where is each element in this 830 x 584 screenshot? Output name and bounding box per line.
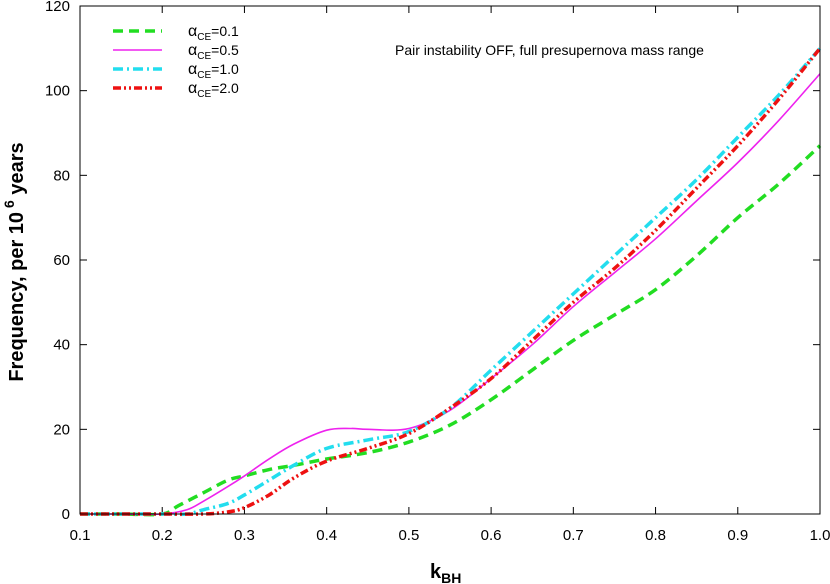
- x-axis-title-main: k: [430, 561, 442, 583]
- y-axis-title: Frequency, per 10 6 years: [1, 142, 28, 381]
- legend-label-main: α: [188, 61, 197, 78]
- legend-label-sub: CE: [197, 89, 211, 100]
- x-tick-label: 0.4: [316, 527, 337, 544]
- y-tick-label: 0: [62, 506, 70, 523]
- legend-label-tail: =1.0: [211, 61, 239, 77]
- x-tick-label: 0.3: [234, 527, 255, 544]
- legend-label-tail: =0.5: [211, 42, 239, 58]
- series-line: [79, 73, 821, 516]
- x-axis-title: kBH: [430, 561, 461, 584]
- series-line: [79, 144, 822, 517]
- legend-label: αCE=2.0: [188, 80, 239, 100]
- legend-label-main: α: [188, 23, 197, 40]
- x-tick-label: 0.5: [398, 527, 419, 544]
- legend-label: αCE=0.5: [188, 42, 239, 62]
- legend-label: αCE=0.1: [188, 23, 239, 43]
- legend-label-sub: CE: [197, 32, 211, 43]
- legend-label-sub: CE: [197, 70, 211, 81]
- y-axis-title-tail: years: [6, 142, 28, 200]
- legend-label: αCE=1.0: [188, 61, 239, 81]
- x-tick-label: 0.6: [481, 527, 502, 544]
- y-axis-title-sup: 6: [1, 200, 17, 208]
- x-tick-label: 0.9: [727, 527, 748, 544]
- y-tick-label: 40: [53, 337, 70, 354]
- plot-frame: [79, 5, 821, 515]
- annotation: Pair instability OFF, full presupernova …: [395, 42, 704, 58]
- legend-label-main: α: [188, 80, 197, 97]
- y-tick-label: 100: [45, 83, 70, 100]
- x-axis-title-sub: BH: [441, 570, 461, 584]
- axis-ticks: 0.1 0.2 0.3 0.4 0.5 0.6 0.7 0.8 0.9 1.0 0 20 40 60 80 1…: [45, 0, 830, 544]
- x-tick-label: 0.7: [563, 527, 584, 544]
- legend-label-main: α: [188, 42, 197, 59]
- y-tick-label: 80: [53, 167, 70, 184]
- y-tick-label: 120: [45, 0, 70, 15]
- x-tick-label: 1.0: [810, 527, 830, 544]
- legend-label-tail: =2.0: [211, 80, 239, 96]
- x-tick-label: 0.2: [152, 527, 173, 544]
- y-axis-title-main: Frequency, per 10: [6, 212, 28, 382]
- legend-label-tail: =0.1: [211, 23, 239, 39]
- y-tick-label: 20: [53, 421, 70, 438]
- x-tick-label: 0.1: [70, 527, 91, 544]
- x-tick-label: 0.8: [645, 527, 666, 544]
- legend-label-sub: CE: [197, 51, 211, 62]
- y-tick-label: 60: [53, 252, 70, 269]
- series-line: [79, 47, 822, 517]
